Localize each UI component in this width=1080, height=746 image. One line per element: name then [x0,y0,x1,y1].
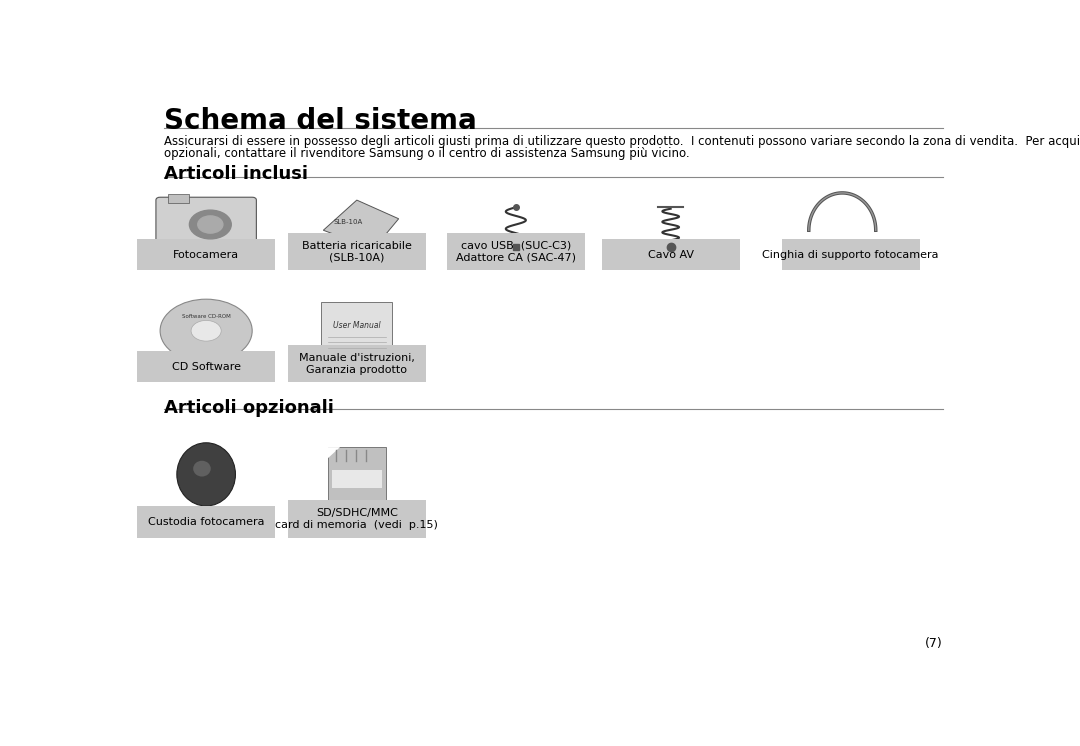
Text: CD Software: CD Software [172,362,241,372]
Text: Articoli inclusi: Articoli inclusi [164,166,308,184]
Circle shape [189,210,231,239]
FancyBboxPatch shape [332,470,382,488]
Text: Articoli opzionali: Articoli opzionali [164,398,334,416]
FancyBboxPatch shape [137,351,275,383]
Circle shape [191,321,221,341]
Text: Fotocamera: Fotocamera [173,250,239,260]
Ellipse shape [177,443,235,506]
Text: Cavo AV: Cavo AV [648,250,693,260]
FancyBboxPatch shape [327,447,387,501]
Text: Assicurarsi di essere in possesso degli articoli giusti prima di utilizzare ques: Assicurarsi di essere in possesso degli … [164,135,1080,148]
FancyBboxPatch shape [137,506,275,538]
Circle shape [160,299,253,363]
Ellipse shape [193,461,211,477]
Circle shape [198,216,222,233]
FancyBboxPatch shape [602,239,740,271]
Text: cavo USB  (SUC-C3)
Adattore CA (SAC-47): cavo USB (SUC-C3) Adattore CA (SAC-47) [456,241,576,263]
Text: SLB-10A: SLB-10A [334,219,363,225]
FancyBboxPatch shape [447,233,585,271]
Text: Cinghia di supporto fotocamera: Cinghia di supporto fotocamera [762,250,939,260]
Polygon shape [327,447,340,459]
FancyBboxPatch shape [782,239,920,271]
Text: SD/SDHC/MMC
card di memoria  (vedi  p.15): SD/SDHC/MMC card di memoria (vedi p.15) [275,508,438,530]
FancyBboxPatch shape [287,233,426,271]
FancyBboxPatch shape [287,345,426,383]
FancyBboxPatch shape [287,501,426,538]
Text: (7): (7) [924,636,943,650]
Text: Batteria ricaricabile
(SLB-10A): Batteria ricaricabile (SLB-10A) [302,241,411,263]
Text: User Manual: User Manual [333,321,380,330]
FancyBboxPatch shape [156,197,256,252]
FancyBboxPatch shape [321,302,392,360]
Text: Manuale d'istruzioni,
Garanzia prodotto: Manuale d'istruzioni, Garanzia prodotto [299,353,415,374]
Text: Software CD-ROM: Software CD-ROM [181,314,230,319]
Text: Schema del sistema: Schema del sistema [164,107,477,135]
Polygon shape [323,200,399,249]
Text: opzionali, contattare il rivenditore Samsung o il centro di assistenza Samsung p: opzionali, contattare il rivenditore Sam… [164,147,690,160]
FancyBboxPatch shape [137,239,275,271]
FancyBboxPatch shape [168,195,189,203]
Text: Custodia fotocamera: Custodia fotocamera [148,517,265,527]
